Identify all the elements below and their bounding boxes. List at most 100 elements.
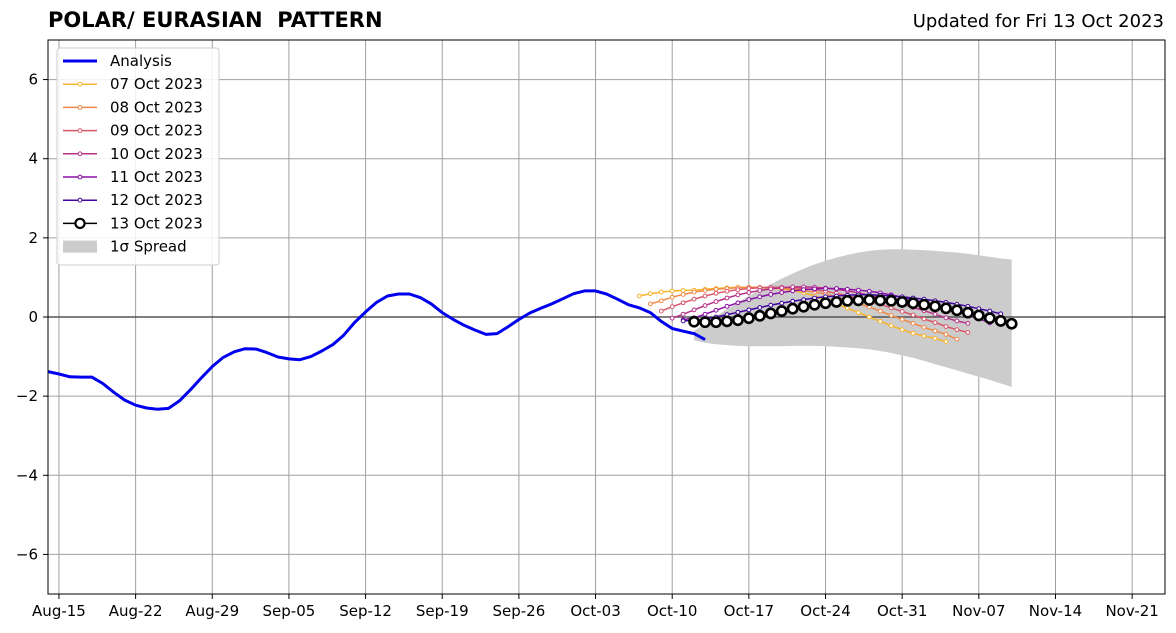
forecast-point [746,290,752,295]
legend-label: 10 Oct 2023 [110,145,203,163]
forecast-point [932,328,938,334]
legend-swatch-marker [74,217,86,230]
forecast-point [680,311,686,317]
forecast-point [724,288,730,294]
y-tick-label: −6 [16,545,38,563]
legend-label: Analysis [110,52,172,70]
legend-swatch-marker [77,151,83,157]
forecast-point [768,286,774,292]
x-tick-label: Oct-10 [647,602,697,620]
forecast-point [669,304,675,310]
forecast-point [921,316,927,322]
forecast-point [713,290,719,296]
latest-forecast-point [764,307,777,320]
forecast-point [691,289,697,295]
forecast-point [735,300,741,306]
legend-swatch-marker [77,197,83,203]
forecast-point [713,299,719,304]
forecast-point [768,292,774,297]
latest-forecast-point [972,309,985,322]
forecast-point [746,307,752,313]
forecast-point [801,287,807,293]
latest-forecast-point [961,306,974,319]
y-tick-label: 0 [28,308,38,326]
forecast-point [943,324,949,329]
x-tick-label: Sep-26 [493,602,546,620]
legend-label: 08 Oct 2023 [110,98,203,116]
legend-label: 1σ Spread [110,238,187,256]
latest-forecast-point [1005,317,1018,330]
x-tick-label: Oct-17 [724,602,774,620]
forecast-point [943,339,949,344]
forecast-point [943,315,949,321]
forecast-point [866,314,872,320]
forecast-point [658,308,664,314]
x-tick-label: Nov-21 [1105,602,1158,620]
legend-label: 13 Oct 2023 [110,214,203,232]
legend-box [56,47,220,266]
forecast-point [921,324,927,330]
latest-forecast-point [699,316,711,329]
forecast-point [888,313,894,318]
forecast-point [713,307,719,313]
forecast-point [954,318,960,324]
legend-swatch-marker [77,128,83,134]
forecast-point [877,308,883,314]
latest-forecast-point [753,309,766,322]
y-tick-label: −4 [16,466,38,484]
forecast-point [790,288,796,294]
forecast-point [636,293,642,299]
forecast-point [647,301,653,307]
chart-subtitle: Updated for Fri 13 Oct 2023 [912,11,1164,32]
forecast-point [877,318,883,324]
latest-forecast-point [786,302,799,315]
latest-forecast-point [830,296,843,308]
x-tick-label: Sep-12 [339,602,392,620]
forecast-point [965,330,971,335]
forecast-point [812,286,817,292]
forecast-point [702,303,708,308]
forecast-point [932,311,938,317]
y-tick-label: 6 [28,71,38,89]
latest-forecast-point [852,294,865,307]
forecast-point [680,288,686,293]
latest-forecast-point [819,297,832,310]
x-tick-label: Aug-15 [32,602,86,620]
forecast-point [757,305,763,310]
latest-forecast-point [688,315,701,328]
forecast-point [724,295,730,301]
forecast-point [757,288,763,293]
forecast-point [702,293,708,299]
forecast-point [735,292,741,298]
forecast-point [658,298,664,304]
forecast-point [943,332,949,337]
forecast-point [790,284,796,290]
x-tick-label: Aug-29 [185,602,239,620]
latest-forecast-point [841,294,854,307]
latest-forecast-point [742,312,755,325]
latest-forecast-point [885,294,898,307]
forecast-point [845,305,850,311]
latest-forecast-point [721,315,733,328]
x-tick-label: Sep-05 [263,602,316,620]
forecast-point [757,294,763,300]
x-tick-label: Aug-22 [109,602,163,620]
forecast-point [910,330,916,336]
forecast-point [680,318,686,324]
forecast-point [954,336,960,342]
legend-swatch-marker [77,105,83,110]
latest-forecast-point [929,300,941,313]
legend-swatch-marker [77,174,83,180]
forecast-point [680,300,686,306]
legend-label: 12 Oct 2023 [110,191,203,209]
forecast-point [669,288,675,294]
latest-forecast-point [732,314,744,327]
x-tick-label: Oct-03 [570,602,620,620]
latest-forecast-point [896,296,909,308]
legend-label: 07 Oct 2023 [110,75,203,93]
forecast-point [779,285,785,291]
forecast-point [888,323,894,329]
forecast-point [855,310,861,316]
latest-forecast-point [710,316,722,329]
